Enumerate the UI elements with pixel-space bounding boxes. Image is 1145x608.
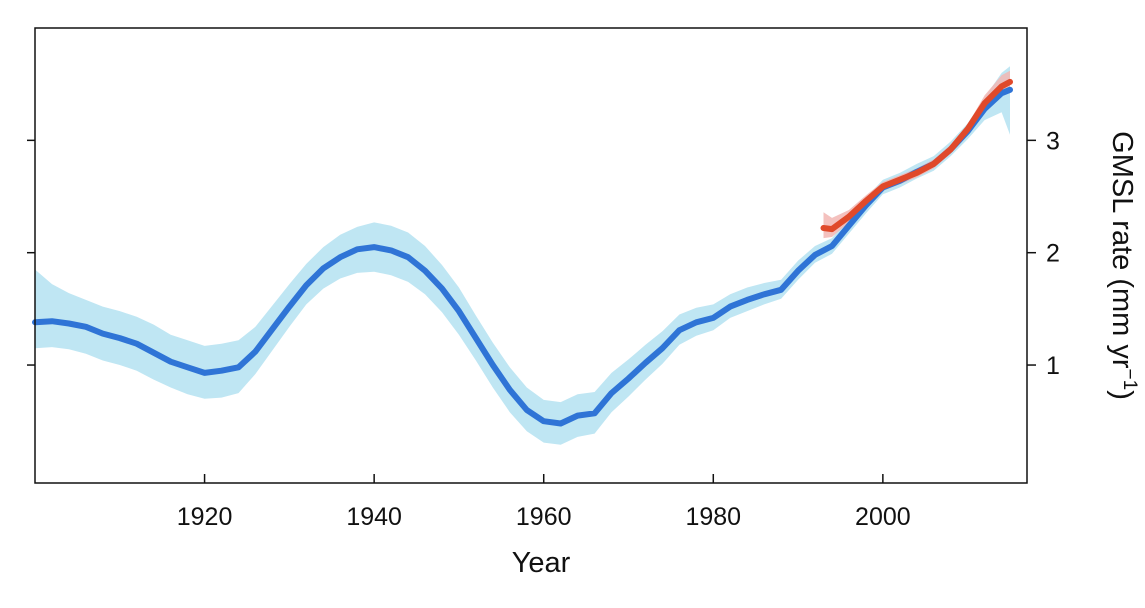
x-axis-label: Year (512, 547, 571, 579)
y-tick-label: 2 (1046, 240, 1060, 268)
y-axis-label: GMSL rate (mm yr−1) (1106, 131, 1140, 400)
plot-frame (34, 27, 1028, 484)
uncertainty-bands (35, 66, 1010, 445)
x-tick-label: 1920 (177, 503, 233, 531)
series-lines (32, 78, 1013, 427)
x-tick-label: 1940 (346, 503, 402, 531)
y-tick-label: 1 (1046, 352, 1060, 380)
series-line-2 (820, 78, 1013, 233)
uncertainty-band-1 (35, 66, 1010, 445)
y-axis-label-superscript: −1 (1119, 369, 1140, 391)
series-line-1 (32, 86, 1013, 427)
x-tick-label: 1980 (685, 503, 741, 531)
y-axis-label-close: ) (1106, 390, 1138, 400)
y-tick-label: 3 (1046, 127, 1060, 155)
x-tick-label: 2000 (855, 503, 911, 531)
x-axis-ticks: 1920 1940 1960 1980 2000 (177, 474, 911, 531)
x-tick-label: 1960 (516, 503, 572, 531)
y-axis-label-main: GMSL rate (mm yr (1106, 131, 1138, 369)
y-axis-ticks: 1 2 3 (27, 127, 1060, 380)
